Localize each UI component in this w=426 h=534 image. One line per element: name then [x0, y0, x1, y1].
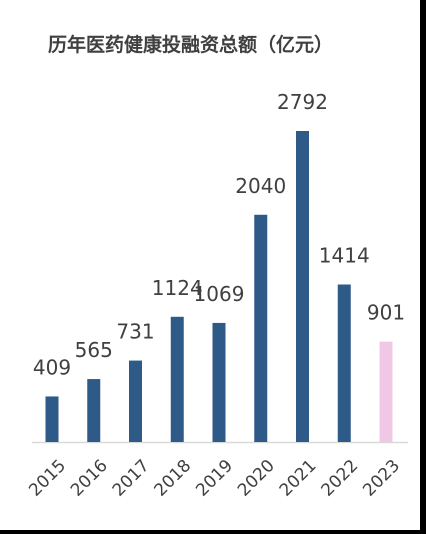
bottom-border — [0, 530, 426, 534]
x-tick-label-2019: 2019 — [192, 456, 237, 501]
bar-chart: 409 2015 565 2016 731 2017 1124 2018 1069 2019 204… — [25, 90, 408, 501]
x-tick-label-2020: 2020 — [234, 456, 279, 501]
data-label-2021: 2792 — [277, 90, 328, 114]
data-label-2019: 1069 — [194, 282, 245, 306]
bar-2017 — [129, 360, 142, 442]
x-tick-label-2018: 2018 — [151, 456, 196, 501]
bar-2019 — [212, 322, 226, 442]
bar-2020 — [254, 214, 268, 442]
chart-title: 历年医药健康投融资总额（亿元） — [48, 34, 334, 56]
right-border — [420, 0, 426, 534]
bar-2022 — [337, 284, 351, 442]
x-tick-label-2023: 2023 — [359, 456, 404, 501]
x-tick-label-2016: 2016 — [67, 456, 112, 501]
bar-2023 — [379, 341, 393, 442]
data-label-2020: 2040 — [235, 174, 286, 198]
x-tick-label-2022: 2022 — [318, 456, 363, 501]
data-label-2015: 409 — [33, 355, 71, 379]
bar-2021 — [296, 131, 309, 442]
data-label-2016: 565 — [75, 338, 113, 362]
x-tick-label-2021: 2021 — [276, 456, 321, 501]
bar-2018 — [170, 316, 184, 442]
bar-2016 — [87, 379, 101, 442]
data-label-2018: 1124 — [152, 276, 203, 300]
data-label-2022: 1414 — [319, 243, 370, 267]
x-tick-label-2015: 2015 — [25, 456, 70, 501]
bar-2015 — [45, 396, 59, 442]
x-tick-label-2017: 2017 — [109, 456, 154, 501]
data-label-2017: 731 — [116, 320, 154, 344]
data-label-2023: 901 — [367, 301, 405, 325]
